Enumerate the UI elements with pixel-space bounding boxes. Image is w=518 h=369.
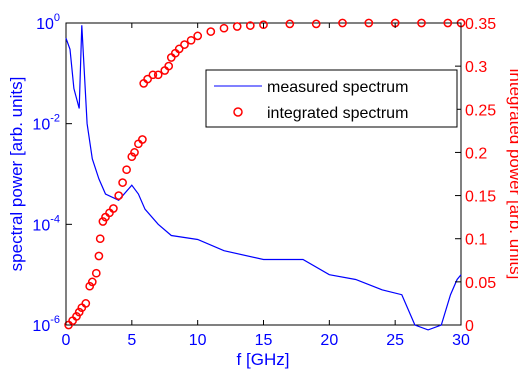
x-tick-label: 30	[452, 332, 470, 349]
integrated-point	[130, 148, 139, 157]
integrated-point	[138, 135, 147, 144]
left-y-tick-label: 10-6	[32, 314, 60, 335]
integrated-point	[206, 27, 216, 36]
left-y-tick-label: 10-2	[32, 113, 60, 134]
integrated-point	[153, 70, 163, 80]
right-y-tick-label: 0.15	[465, 189, 496, 206]
integrated-point	[364, 18, 374, 28]
integrated-point	[109, 204, 118, 213]
right-y-tick-label: 0.3	[465, 59, 487, 76]
right-y-tick-label: 0.2	[465, 145, 487, 162]
integrated-point	[164, 61, 174, 71]
integrated-point	[143, 74, 152, 84]
legend-integrated-label: integrated spectrum	[267, 105, 408, 122]
left-y-tick-base: 10	[36, 16, 54, 33]
x-tick-label: 15	[255, 332, 273, 349]
x-tick-label: 25	[386, 332, 404, 349]
integrated-point	[245, 21, 255, 30]
integrated-point	[285, 19, 295, 29]
integrated-point	[72, 312, 81, 321]
left-y-tick-label: 100	[36, 12, 60, 33]
right-y-tick-label: 0.25	[465, 102, 496, 119]
plot-frame	[65, 22, 462, 326]
measured-spectrum-layer	[65, 25, 462, 331]
integrated-point	[417, 18, 426, 28]
left-y-tick-base: 10	[32, 318, 50, 335]
left-y-tick-exponent: -4	[50, 213, 60, 225]
legend-box	[205, 69, 458, 128]
integrated-point	[94, 251, 104, 261]
integrated-point	[98, 217, 108, 226]
right-y-tick-label: 0	[465, 318, 474, 335]
integrated-point	[259, 20, 268, 30]
integrated-point	[174, 44, 184, 54]
legend: measured spectrum integrated spectrum	[205, 69, 458, 128]
integrated-point	[74, 307, 84, 317]
left-y-tick-exponent: -6	[50, 314, 60, 326]
integrated-point	[85, 281, 95, 291]
integrated-point	[87, 277, 97, 287]
right-y-tick-label: 0.1	[465, 232, 487, 249]
integrated-point	[148, 70, 158, 80]
integrated-point	[81, 299, 91, 308]
left-y-tick-exponent: -2	[50, 113, 60, 125]
left-y-tick-base: 10	[32, 217, 50, 234]
left-y-axis-label: spectral power [arb. units]	[7, 77, 26, 272]
legend-integrated-marker	[233, 107, 243, 117]
integrated-point	[127, 152, 137, 162]
right-y-axis-ticks: 0 0.05 0.1 0.15 0.2 0.25 0.3 0.35	[455, 16, 496, 335]
integrated-point	[95, 234, 105, 244]
integrated-spectrum-layer	[64, 18, 466, 330]
integrated-point	[232, 22, 242, 31]
integrated-point	[118, 178, 127, 187]
integrated-point	[443, 18, 453, 28]
integrated-point	[311, 19, 321, 29]
integrated-point	[180, 40, 189, 49]
measured-spectrum-line	[65, 25, 462, 331]
integrated-point	[193, 31, 203, 41]
x-axis-ticks: 0 5 10 15 20 25 30	[62, 23, 470, 349]
right-y-axis-label: integrated power [arb. units]	[506, 69, 518, 280]
x-tick-label: 20	[320, 332, 338, 349]
right-y-tick-label: 0.05	[465, 275, 496, 292]
right-y-tick-label: 0.35	[465, 16, 496, 33]
left-y-tick-base: 10	[32, 117, 50, 134]
x-tick-label: 0	[62, 332, 71, 349]
integrated-point	[219, 23, 229, 33]
legend-measured-label: measured spectrum	[267, 79, 408, 96]
x-axis-label: f [GHz]	[237, 350, 290, 369]
x-tick-label: 5	[127, 332, 136, 349]
integrated-point	[91, 268, 101, 278]
integrated-point	[338, 18, 347, 28]
integrated-point	[186, 35, 196, 45]
left-y-tick-label: 10-4	[32, 213, 60, 234]
left-y-tick-exponent: 0	[54, 12, 60, 24]
x-tick-label: 10	[189, 332, 207, 349]
integrated-point	[114, 191, 124, 200]
integrated-point	[122, 165, 131, 175]
